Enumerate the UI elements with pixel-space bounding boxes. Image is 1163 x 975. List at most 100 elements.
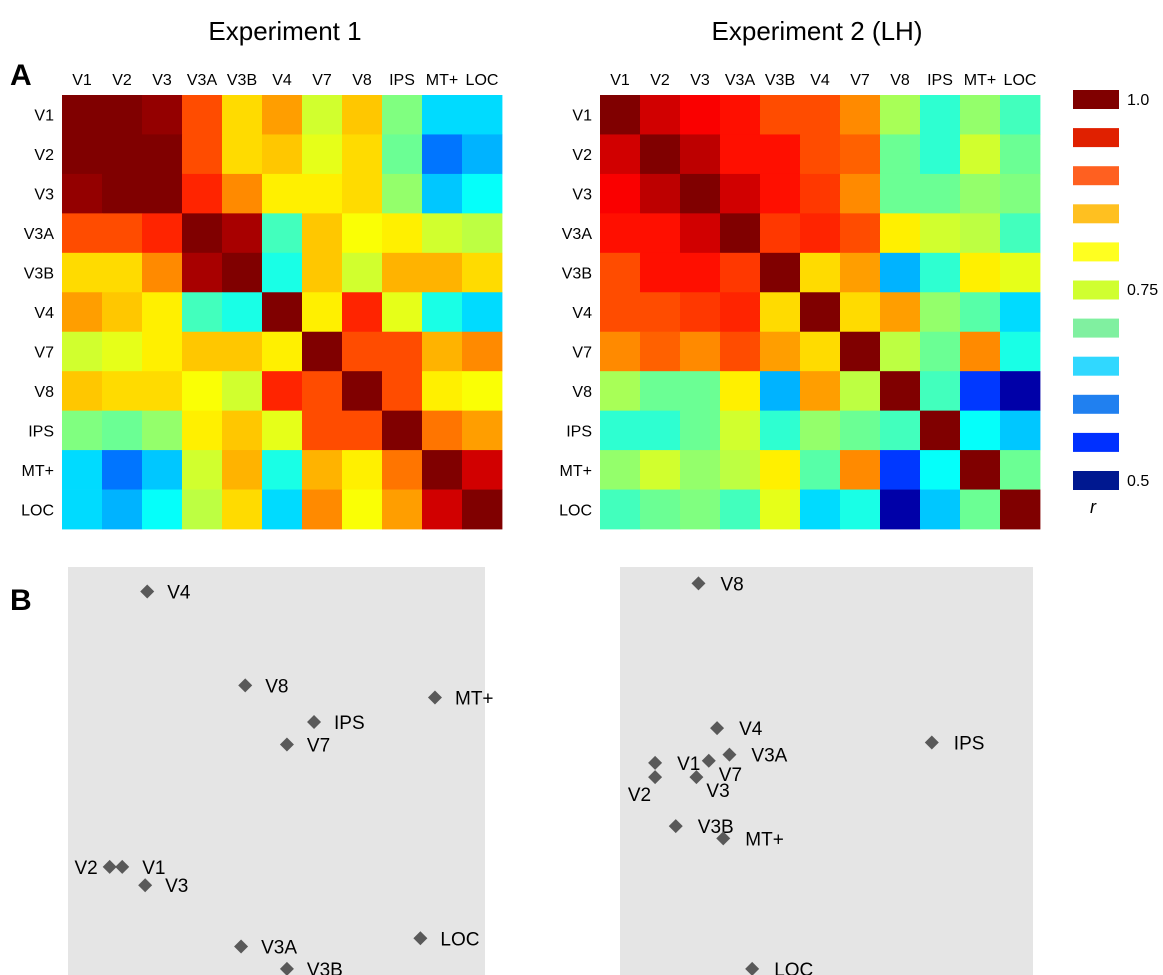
heatmap-cell bbox=[800, 252, 841, 293]
point-label: V3A bbox=[261, 937, 297, 958]
heatmap-cell bbox=[920, 489, 961, 530]
point-marker bbox=[745, 961, 760, 975]
heatmap-cell bbox=[640, 134, 681, 175]
heatmap-cell bbox=[600, 331, 641, 372]
point-label: MT+ bbox=[745, 829, 784, 850]
heatmap-cell bbox=[600, 450, 641, 490]
heatmap-cell bbox=[640, 213, 681, 254]
row-label: LOC bbox=[559, 502, 592, 519]
row-label: V8 bbox=[572, 384, 592, 401]
heatmap-cell bbox=[422, 331, 463, 372]
heatmap-cell bbox=[600, 371, 641, 412]
heatmap-cell bbox=[462, 213, 503, 254]
colorbar-swatch bbox=[1073, 432, 1119, 452]
heatmap-cell bbox=[182, 213, 223, 254]
heatmap-cell bbox=[680, 331, 721, 372]
heatmap-cell bbox=[342, 292, 383, 333]
heatmap-cell bbox=[422, 252, 463, 293]
heatmap-cell bbox=[262, 331, 303, 372]
heatmap-cell bbox=[102, 252, 143, 293]
heatmap-cell bbox=[222, 292, 263, 333]
column-label: V4 bbox=[272, 72, 292, 89]
point-marker bbox=[102, 859, 117, 874]
heatmap-cell bbox=[422, 371, 463, 412]
point-marker bbox=[648, 755, 663, 770]
heatmap-cell bbox=[880, 292, 921, 333]
heatmap-cell bbox=[920, 134, 961, 175]
point-marker bbox=[115, 859, 130, 874]
point-label: V3 bbox=[165, 876, 188, 897]
heatmap-cell bbox=[760, 489, 801, 530]
point-label: V7 bbox=[719, 765, 742, 786]
heatmap-cell bbox=[262, 292, 303, 333]
heatmap-cell bbox=[262, 489, 303, 530]
heatmap-cell bbox=[302, 252, 343, 293]
experiment-2-title: Experiment 2 (LH) bbox=[712, 16, 923, 46]
heatmap-cell bbox=[182, 252, 223, 293]
heatmap-cell bbox=[102, 95, 143, 135]
point-label: IPS bbox=[334, 713, 365, 734]
row-label: V3 bbox=[572, 187, 592, 204]
point-label: IPS bbox=[954, 733, 985, 754]
heatmap-cell bbox=[262, 410, 303, 451]
heatmap-cell bbox=[880, 331, 921, 372]
row-label: V3B bbox=[562, 266, 592, 283]
heatmap-cell bbox=[422, 173, 463, 214]
column-label: IPS bbox=[389, 72, 415, 89]
heatmap-cell bbox=[302, 134, 343, 175]
heatmap-cell bbox=[342, 331, 383, 372]
point-marker bbox=[701, 753, 716, 768]
heatmap-cell bbox=[640, 450, 681, 490]
column-label: V1 bbox=[72, 72, 92, 89]
point-marker bbox=[716, 831, 731, 846]
column-label: MT+ bbox=[964, 72, 996, 89]
point-marker bbox=[140, 584, 155, 599]
heatmap-cell bbox=[462, 450, 503, 490]
column-label: V8 bbox=[352, 72, 372, 89]
heatmap-cell bbox=[262, 173, 303, 214]
heatmap-cell bbox=[102, 134, 143, 175]
heatmap-cell bbox=[760, 252, 801, 293]
heatmap-cell bbox=[760, 95, 801, 135]
heatmap-cell bbox=[960, 489, 1001, 530]
point-label: V8 bbox=[265, 676, 288, 697]
heatmap-cell bbox=[920, 292, 961, 333]
heatmap-cell bbox=[222, 95, 263, 135]
heatmap-cell bbox=[382, 95, 423, 135]
heatmap-cell bbox=[222, 450, 263, 490]
heatmap-cell bbox=[342, 134, 383, 175]
heatmap-cell bbox=[1000, 410, 1041, 451]
point-marker bbox=[238, 678, 253, 693]
column-label: MT+ bbox=[426, 72, 458, 89]
heatmap-cell bbox=[182, 371, 223, 412]
heatmap-cell bbox=[880, 173, 921, 214]
colorbar-swatch bbox=[1073, 280, 1119, 300]
row-label: V2 bbox=[572, 147, 592, 164]
heatmap-cell bbox=[302, 95, 343, 135]
heatmap-cell bbox=[1000, 173, 1041, 214]
heatmap-cell bbox=[262, 450, 303, 490]
heatmap-cell bbox=[840, 95, 881, 135]
mds-plot-experiment-2: V8 V4 IPS V3A V1 V7 V2 V3 V3B MT+ LOC bbox=[620, 567, 1033, 975]
heatmap-cell bbox=[62, 489, 103, 530]
heatmap-cell bbox=[800, 450, 841, 490]
heatmap-cell bbox=[222, 252, 263, 293]
heatmap-cell bbox=[1000, 371, 1041, 412]
point-marker bbox=[279, 961, 294, 975]
heatmap-cell bbox=[960, 331, 1001, 372]
heatmap-cell bbox=[600, 410, 641, 451]
heatmap-cell bbox=[102, 489, 143, 530]
heatmap-cell bbox=[640, 292, 681, 333]
heatmap-cell bbox=[462, 173, 503, 214]
heatmap-cell bbox=[342, 173, 383, 214]
heatmap-cell bbox=[680, 371, 721, 412]
point-marker bbox=[234, 939, 249, 954]
point-label: V7 bbox=[307, 736, 330, 757]
heatmap-cell bbox=[62, 213, 103, 254]
heatmap-cell bbox=[680, 134, 721, 175]
heatmap-cell bbox=[800, 331, 841, 372]
heatmap-cell bbox=[800, 292, 841, 333]
heatmap-cell bbox=[840, 252, 881, 293]
point-marker bbox=[668, 819, 683, 834]
colorbar-tick-top: 1.0 bbox=[1127, 92, 1149, 109]
